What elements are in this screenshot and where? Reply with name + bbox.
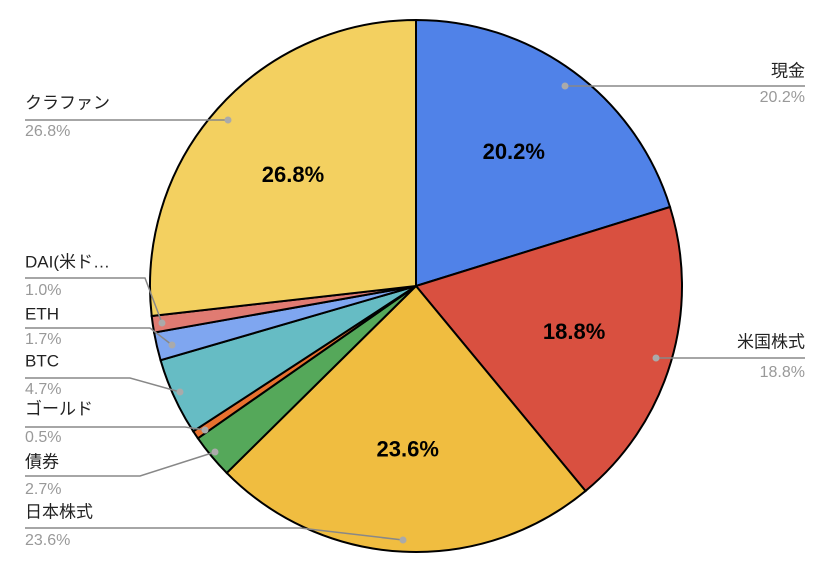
slice-label: 20.2% xyxy=(483,139,545,164)
leader-dot xyxy=(168,341,176,349)
pie-slice xyxy=(225,284,587,553)
pie-slice xyxy=(414,205,683,493)
legend-value: 1.0% xyxy=(25,282,61,299)
legend-name: ETH xyxy=(25,304,59,323)
legend-name: BTC xyxy=(25,351,59,370)
slice-label: 18.8% xyxy=(543,319,605,344)
leader-line xyxy=(25,426,206,431)
leader-line xyxy=(25,277,163,324)
pie-slice xyxy=(149,18,417,318)
slice-label: 26.8% xyxy=(262,162,324,187)
legend-value: 20.2% xyxy=(760,89,805,106)
legend-name: ゴールド xyxy=(25,398,93,418)
leader-dot xyxy=(399,536,407,544)
legend-value: 18.8% xyxy=(760,364,805,381)
leader-line xyxy=(25,327,173,346)
leader-dot xyxy=(561,82,569,90)
leader-line xyxy=(25,527,404,541)
legend-value: 4.7% xyxy=(25,381,61,398)
legend-value: 2.7% xyxy=(25,481,61,498)
legend-value: 26.8% xyxy=(25,123,70,140)
legend-name: 日本株式 xyxy=(25,502,93,521)
leader-dot xyxy=(201,426,209,434)
leader-line xyxy=(25,451,216,477)
leader-dot xyxy=(224,116,232,124)
legend-name: 債券 xyxy=(25,452,59,471)
pie-slice xyxy=(415,18,672,288)
leader-dot xyxy=(158,319,166,327)
legend-value: 0.5% xyxy=(25,429,61,446)
legend-name: 米国株式 xyxy=(737,332,805,351)
leader-dot xyxy=(652,354,660,362)
leader-dot xyxy=(211,448,219,456)
legend-value: 1.7% xyxy=(25,331,61,348)
legend-name: クラファン xyxy=(25,93,110,112)
legend-name: DAI(米ド… xyxy=(25,252,110,271)
leader-dot xyxy=(176,388,184,396)
leader-line xyxy=(25,377,181,393)
legend-name: 現金 xyxy=(771,61,805,80)
slice-label: 23.6% xyxy=(377,437,439,462)
legend-value: 23.6% xyxy=(25,532,70,549)
